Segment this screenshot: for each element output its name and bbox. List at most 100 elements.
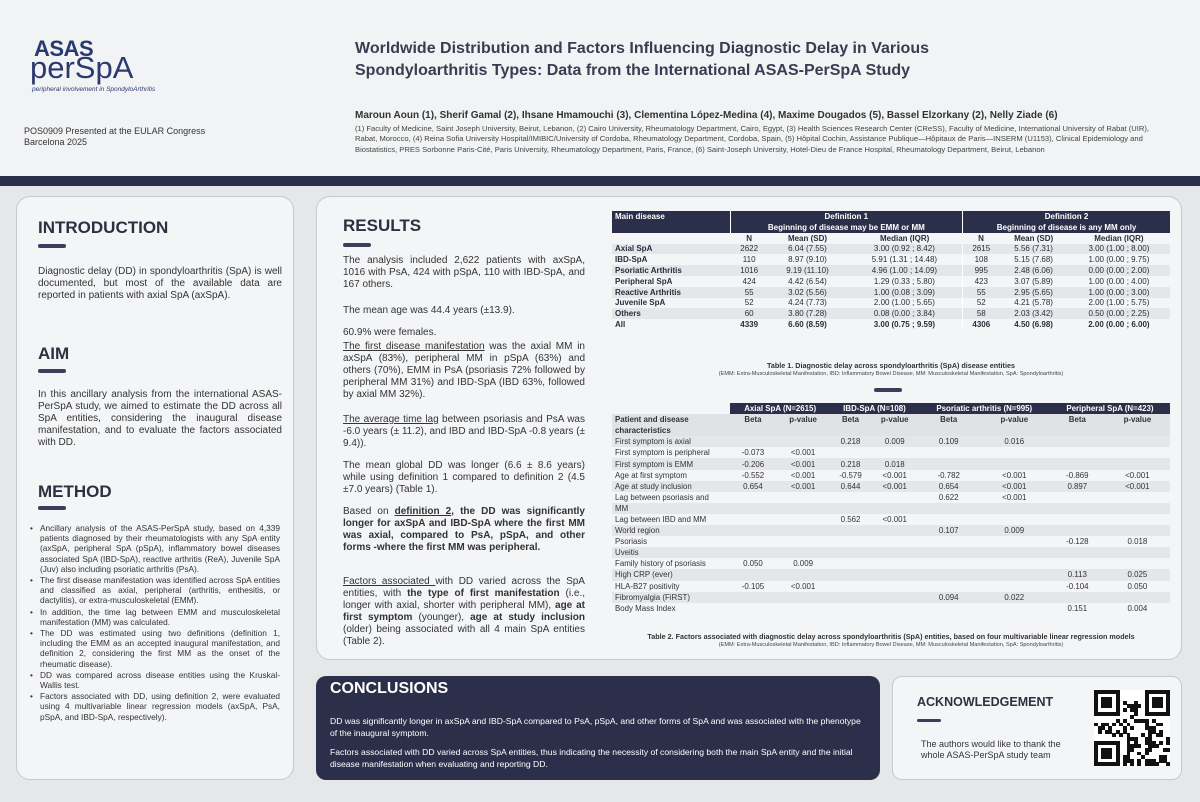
table1-col: N xyxy=(730,232,769,244)
title-line2: Spondyloarthritis Types: Data from the I… xyxy=(355,62,911,79)
qr-module xyxy=(1112,690,1116,694)
qr-module xyxy=(1133,704,1138,709)
table1-cell: 1.00 (0.08 ; 3.09) xyxy=(846,286,963,298)
table2-factor-cell: Lag between psoriasis and xyxy=(612,491,730,503)
table2-cell: -0.105 xyxy=(730,580,776,592)
table2-pval: p-value xyxy=(870,414,919,426)
qr-module xyxy=(1104,700,1109,705)
qr-module xyxy=(1148,740,1153,745)
table2-cell: -0.552 xyxy=(730,469,776,481)
table2-cell xyxy=(1104,502,1170,514)
table1-cell: 4.42 (6.54) xyxy=(768,275,847,287)
table2-row: Body Mass Index 0.151 0.004 xyxy=(612,602,1170,614)
qr-module xyxy=(1097,740,1102,745)
table1-col: Median (IQR) xyxy=(846,232,963,244)
table2-cell xyxy=(870,602,919,614)
qr-module xyxy=(1144,737,1149,741)
qr-module xyxy=(1166,690,1171,694)
qr-module xyxy=(1104,722,1109,727)
affiliations: (1) Faculty of Medicine, Saint Joseph Un… xyxy=(355,124,1150,154)
qr-module xyxy=(1159,729,1164,734)
table2-cell xyxy=(830,580,871,592)
table2-cell: 0.151 xyxy=(1049,602,1105,614)
qr-module xyxy=(1101,747,1106,752)
table1-cell: 4.96 (1.00 ; 14.09) xyxy=(846,265,963,276)
table1-cell: 2622 xyxy=(730,243,769,255)
table1-cell: 6.04 (7.55) xyxy=(768,243,847,255)
table2-factor-cell: High CRP (ever) xyxy=(612,569,730,581)
qr-module xyxy=(1108,697,1113,702)
table2-cell xyxy=(1104,525,1170,537)
qr-module xyxy=(1133,711,1138,716)
qr-module xyxy=(1115,744,1120,749)
qr-module xyxy=(1144,693,1149,698)
table2-cell xyxy=(918,602,979,614)
qr-module xyxy=(1148,744,1153,749)
qr-module xyxy=(1151,700,1156,705)
table1-row: Others 60 3.80 (7.28) 0.08 (0.00 ; 3.84) 58 2… xyxy=(612,308,1170,320)
table2-cell xyxy=(918,558,979,570)
qr-module xyxy=(1126,755,1131,760)
qr-module xyxy=(1108,751,1113,756)
qr-code[interactable] xyxy=(1094,690,1171,767)
qr-module xyxy=(1144,704,1149,709)
table2-pval: p-value xyxy=(1104,414,1170,426)
table1-cell: 1.00 (0.00 ; 9.75) xyxy=(1067,254,1170,266)
qr-module xyxy=(1144,747,1149,752)
authors: Maroun Aoun (1), Sherif Gamal (2), Ihsan… xyxy=(355,110,1058,121)
table2: Axial SpA (N=2615) IBD-SpA (N=108) Psori… xyxy=(612,403,1170,614)
qr-module xyxy=(1112,740,1116,745)
method-title: METHOD xyxy=(38,482,112,501)
qr-module xyxy=(1108,740,1113,745)
table2-group: Axial SpA (N=2615) xyxy=(730,403,831,415)
qr-module xyxy=(1115,762,1120,767)
table2-cell: <0.001 xyxy=(1104,480,1170,492)
qr-module xyxy=(1094,697,1098,702)
table2-cell xyxy=(730,536,776,548)
method-bar xyxy=(38,506,66,510)
results-p1: The analysis included 2,622 patients wit… xyxy=(343,255,585,290)
table1-col: Mean (SD) xyxy=(768,232,847,244)
qr-module xyxy=(1094,758,1098,763)
qr-module xyxy=(1115,704,1120,709)
table1-cell: 4306 xyxy=(962,319,1000,330)
table2-body: First symptom is axial 0.218 0.009 0.109 0.0… xyxy=(612,436,1170,614)
qr-module xyxy=(1104,711,1109,716)
table2-cell xyxy=(1049,502,1105,514)
table2-row: MM xyxy=(612,502,1170,514)
qr-module xyxy=(1097,729,1102,734)
table2-cell: 0.016 xyxy=(978,436,1050,448)
qr-module xyxy=(1137,704,1142,709)
table2-cell xyxy=(978,447,1050,459)
qr-module xyxy=(1162,711,1167,716)
qr-module xyxy=(1101,690,1106,694)
qr-module xyxy=(1126,740,1131,745)
table2-cell xyxy=(870,547,919,559)
title-line1: Worldwide Distribution and Factors Influ… xyxy=(355,40,929,57)
table1-disease-cell: Others xyxy=(612,308,730,320)
qr-module xyxy=(1126,758,1131,763)
qr-module xyxy=(1151,711,1156,716)
qr-module xyxy=(1137,758,1142,763)
table2-cell: 0.009 xyxy=(870,436,919,448)
table1-def1-title: Definition 1 xyxy=(729,211,963,222)
table2-subheader-row: Patient and disease Beta p-value Beta p-… xyxy=(612,414,1170,426)
qr-module xyxy=(1148,747,1153,752)
table2-cell xyxy=(730,547,776,559)
qr-module xyxy=(1126,722,1131,727)
table2-cell: 0.094 xyxy=(918,591,979,603)
qr-module xyxy=(1122,708,1127,712)
table2-cell xyxy=(870,447,919,459)
conclusions-p1: DD was significantly longer in axSpA and… xyxy=(330,716,861,738)
table2-cell: 0.644 xyxy=(830,480,871,492)
method-item: In addition, the time lag between EMM an… xyxy=(30,607,280,627)
qr-module xyxy=(1151,729,1156,734)
table1-cell: 1.00 (0.00 ; 4.00) xyxy=(1067,275,1170,287)
results-p5-rest: between psoriasis and PsA was -6.0 years… xyxy=(343,414,586,449)
table2-cell xyxy=(830,547,871,559)
table2-cell: 0.218 xyxy=(830,436,871,448)
qr-module xyxy=(1159,755,1164,760)
results-p6: The mean global DD was longer (6.6 ± 8.6… xyxy=(343,460,585,495)
table2-cell xyxy=(775,602,831,614)
table2-cell: 0.018 xyxy=(1104,536,1170,548)
